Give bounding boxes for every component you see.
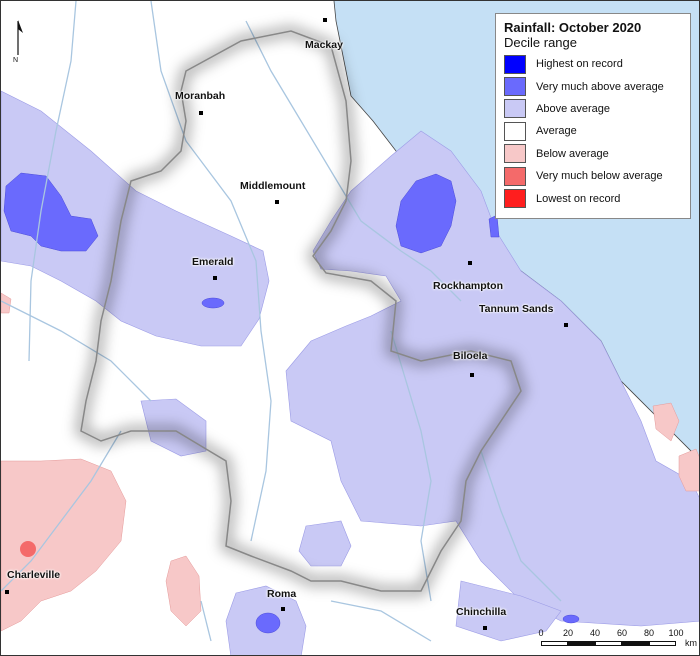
river-5 [390,330,432,602]
place-dot-moranbah [199,111,203,115]
place-dot-mackay [323,18,327,22]
area-below-east-1 [652,402,680,442]
place-dot-tannum-sands [564,323,568,327]
legend-label: Above average [536,102,610,115]
legend-label: Very much above average [536,80,664,93]
river-9 [200,600,212,642]
below-average-areas [1,292,699,632]
catchment-boundary [80,30,522,592]
place-dot-rockhampton [468,261,472,265]
area-vmuch-above-roma [255,612,281,634]
scale-tick-100: 100 [668,628,684,638]
place-dot-roma [281,607,285,611]
very-much-above-areas [3,172,580,634]
scale-tick-20: 20 [562,628,574,638]
scale-segment-3 [595,641,622,646]
area-vmuch-above-coast [395,173,457,254]
area-below-charleville [1,458,127,632]
place-dot-emerald [213,276,217,280]
scale-tick-60: 60 [616,628,628,638]
legend-label: Very much below average [536,170,663,183]
legend-swatch [504,189,526,209]
place-label-tannum-sands: Tannum Sands [479,303,554,315]
river-1 [28,1,77,362]
area-above-southwest-lobe [298,520,352,567]
scale-segment-2 [568,641,595,646]
scale-segment-5 [649,641,676,646]
legend-subtitle: Decile range [504,35,577,50]
place-label-roma: Roma [267,588,297,600]
place-label-middlemount: Middlemount [240,180,306,192]
scale-segment-1 [541,641,568,646]
legend-swatch [504,99,526,119]
place-dot-charleville [5,590,9,594]
river-8 [330,600,432,642]
area-below-south [165,555,202,627]
scale-segment-4 [622,641,649,646]
legend-label: Lowest on record [536,192,621,205]
legend-swatch [504,54,526,74]
legend-swatch [504,166,526,186]
legend-item: Below average [504,143,682,165]
north-arrow: N [11,19,25,65]
place-dot-chinchilla [483,626,487,630]
place-label-mackay: Mackay [305,39,343,51]
area-vmuch-above-west [3,172,99,252]
place-dot-biloela [470,373,474,377]
scale-tick-40: 40 [589,628,601,638]
scale-unit: km [685,638,697,648]
scale-tick-80: 80 [643,628,655,638]
north-arrow-icon [17,20,23,55]
place-label-emerald: Emerald [192,256,234,268]
legend-item: Very much above average [504,75,682,97]
legend-item: Highest on record [504,53,682,75]
river-2 [150,1,272,542]
scale-bar: 0 20 40 60 80 100 km [538,628,697,654]
legend-title: Rainfall: October 2020 [504,20,642,35]
legend-items: Highest on record Very much above average… [504,53,682,210]
river-6 [480,450,562,602]
legend-label: Average [536,125,577,138]
legend-swatch [504,77,526,97]
scale-tick-0: 0 [538,628,544,638]
place-label-moranbah: Moranbah [175,90,226,102]
legend-item: Above average [504,98,682,120]
area-vmuch-below-charleville [20,541,36,557]
legend: Rainfall: October 2020 Decile range High… [495,13,691,219]
legend-swatch [504,144,526,164]
area-vmuch-above-coast-small [488,214,500,238]
place-label-rockhampton: Rockhampton [433,280,504,292]
legend-swatch [504,121,526,141]
area-vmuch-above-emerald [201,297,225,309]
legend-item: Very much below average [504,165,682,187]
very-much-below-areas [20,541,36,557]
legend-item: Average [504,120,682,142]
legend-item: Lowest on record [504,187,682,209]
legend-label: Highest on record [536,58,623,71]
area-below-east-2 [678,448,699,492]
place-dot-middlemount [275,200,279,204]
river-7 [1,430,122,592]
legend-label: Below average [536,147,609,160]
river-4 [1,300,152,402]
place-label-chinchilla: Chinchilla [456,606,507,618]
area-above-south-lower [455,580,562,642]
north-arrow-letter: N [13,57,19,64]
place-label-biloela: Biloela [453,350,488,362]
place-label-charleville: Charleville [7,569,61,581]
area-vmuch-above-southeast [562,614,580,624]
